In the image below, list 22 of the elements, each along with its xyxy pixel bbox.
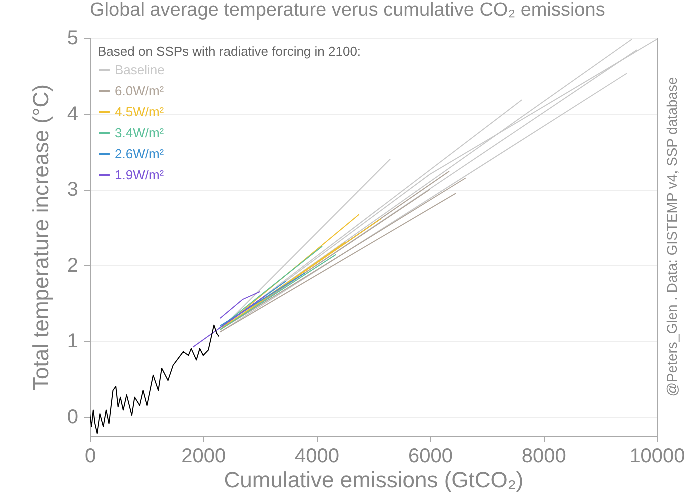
legend-title: Based on SSPs with radiative forcing in 2100: bbox=[98, 44, 362, 59]
x-tick-label: 8000 bbox=[522, 446, 566, 468]
chart-title: Global average temperature verus cumulative CO₂ emissions bbox=[90, 0, 606, 21]
x-tick-label: 4000 bbox=[295, 446, 340, 468]
y-tick-label: 3 bbox=[67, 179, 78, 202]
y-axis-title: Total temperature increase (°C) bbox=[28, 84, 54, 390]
legend-label: 3.4W/m² bbox=[115, 126, 165, 140]
legend-label: 4.5W/m² bbox=[115, 104, 165, 120]
y-tick-label: 5 bbox=[67, 28, 78, 50]
x-tick-label: 0 bbox=[84, 446, 96, 468]
legend-label: 6.0W/m² bbox=[115, 84, 165, 98]
x-tick-label: 2000 bbox=[182, 446, 226, 468]
y-tick-label: 0 bbox=[67, 406, 78, 429]
x-axis-title: Cumulative emissions (GtCO₂) bbox=[224, 468, 524, 492]
x-tick-label: 6000 bbox=[408, 446, 453, 468]
y-tick-label: 4 bbox=[67, 103, 78, 126]
legend-label: 1.9W/m² bbox=[115, 168, 165, 182]
text: @Peters_Glen . Data: GISTEMP v4, SSP database bbox=[664, 77, 680, 397]
x-tick-label: 10000 bbox=[630, 446, 686, 468]
y-tick-label: 1 bbox=[67, 330, 78, 353]
legend-label: 2.6W/m² bbox=[115, 146, 165, 162]
y-tick-label: 2 bbox=[67, 254, 78, 277]
